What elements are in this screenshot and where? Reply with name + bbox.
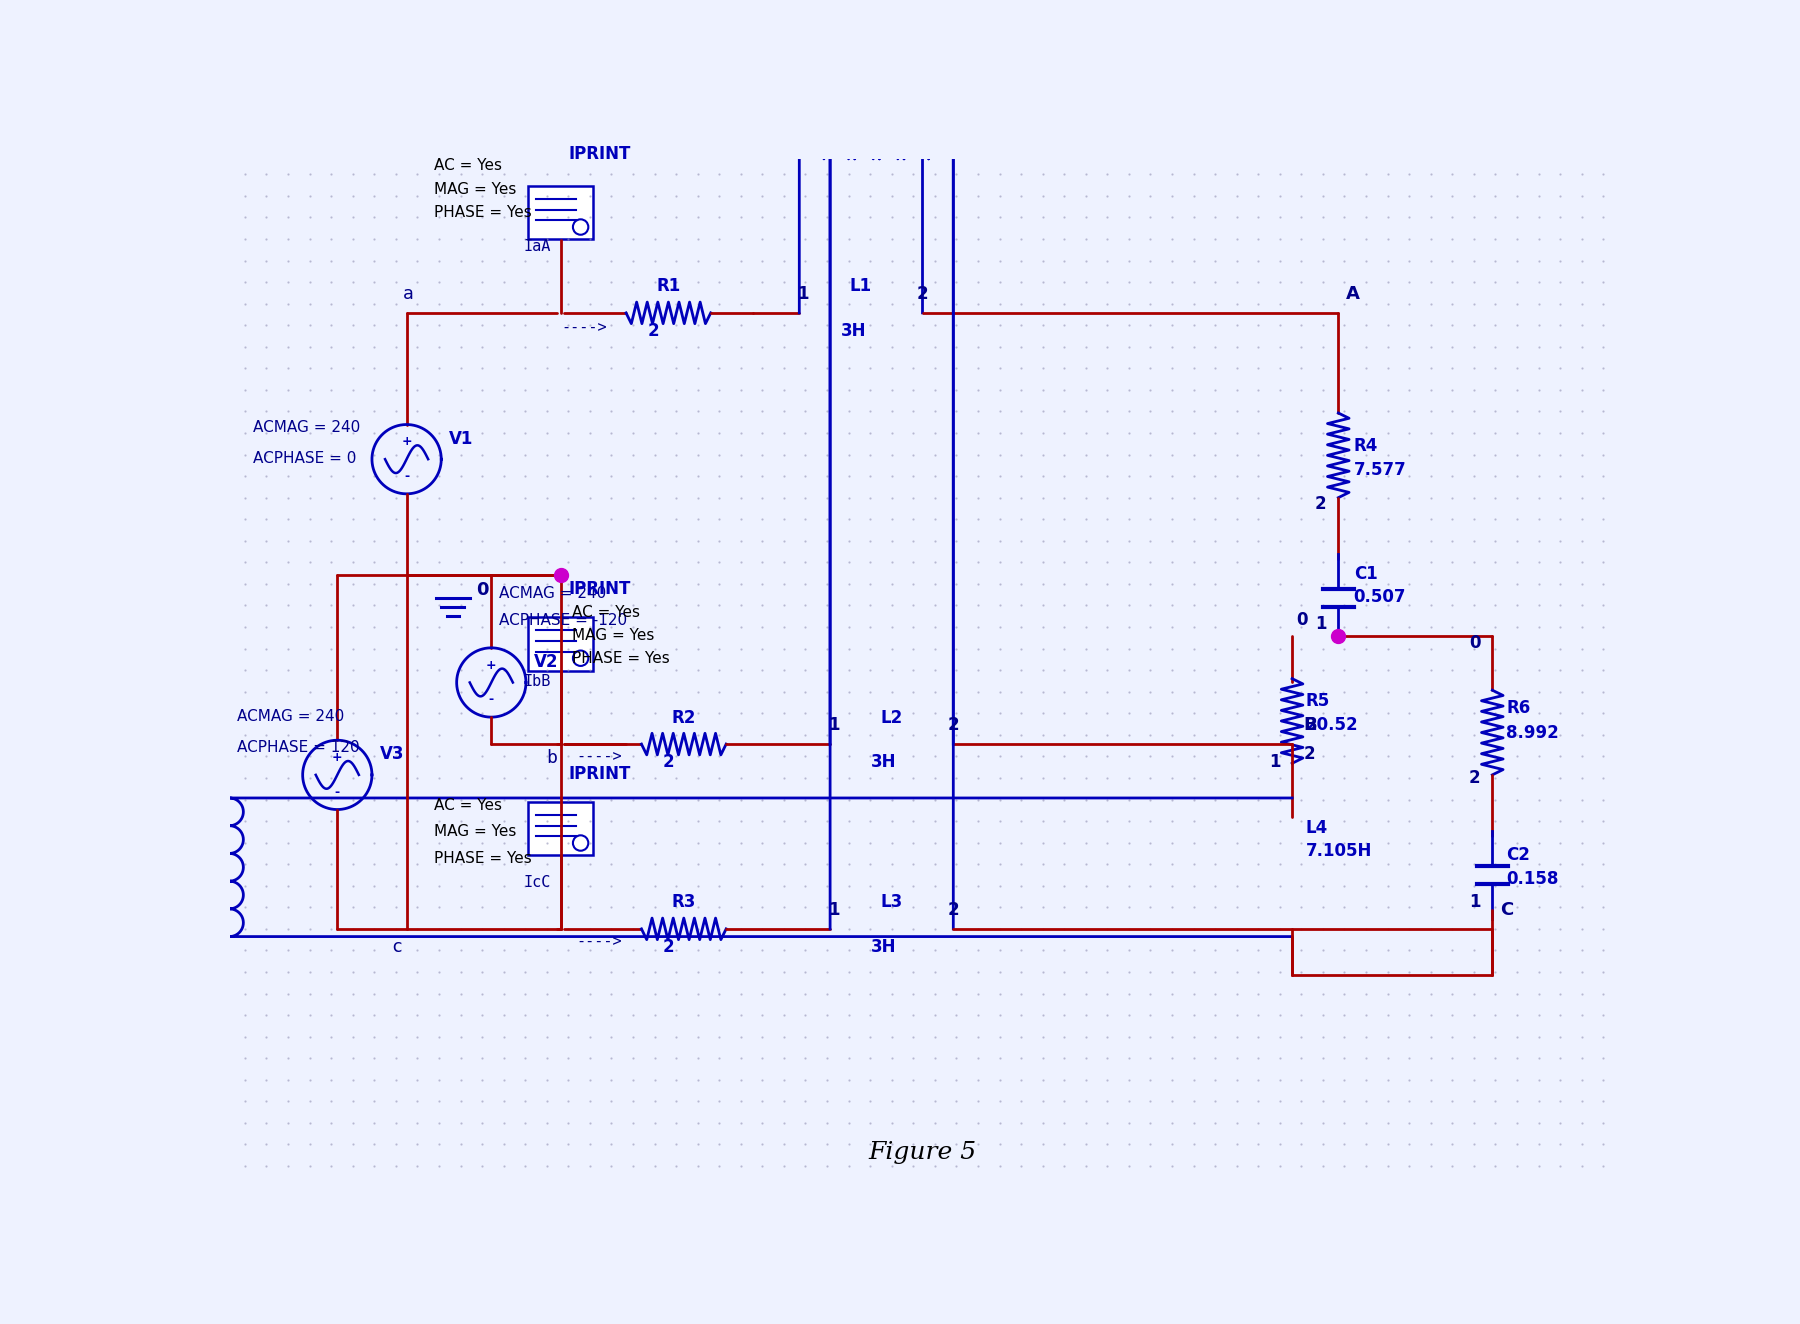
Text: ACPHASE = -120: ACPHASE = -120 [499,613,626,628]
Text: 1: 1 [1269,753,1280,771]
Text: 2: 2 [662,937,675,956]
Text: C: C [1499,902,1514,919]
Text: V2: V2 [533,653,558,671]
Text: 1: 1 [828,716,839,735]
Text: IPRINT: IPRINT [569,765,630,782]
Text: V1: V1 [448,430,473,448]
Text: 2: 2 [648,322,659,340]
Text: PHASE = Yes: PHASE = Yes [572,651,670,666]
Text: V3: V3 [380,745,405,764]
Text: 2: 2 [947,902,959,919]
Text: 2: 2 [916,285,929,303]
Text: Figure 5: Figure 5 [868,1141,977,1164]
Text: 2: 2 [662,753,675,771]
Text: B: B [1303,716,1318,735]
Text: R2: R2 [671,708,697,727]
Text: 1: 1 [828,902,839,919]
Text: 7.105H: 7.105H [1307,842,1372,859]
Text: R4: R4 [1354,437,1379,455]
Text: R1: R1 [657,277,680,295]
Text: AC = Yes: AC = Yes [572,605,641,620]
FancyBboxPatch shape [527,802,592,855]
Text: ---->: ----> [576,933,623,949]
Text: IPRINT: IPRINT [569,580,630,598]
Text: IcC: IcC [524,875,551,890]
Text: IbB: IbB [524,674,551,690]
Text: a: a [403,285,414,303]
FancyBboxPatch shape [527,617,592,670]
Text: -: - [403,470,409,483]
Text: PHASE = Yes: PHASE = Yes [434,205,531,220]
Text: IPRINT: IPRINT [569,144,630,163]
Text: C1: C1 [1354,564,1377,583]
Text: 2: 2 [1316,495,1327,514]
Text: 3H: 3H [871,937,896,956]
Text: 1: 1 [1469,894,1481,911]
Text: 0: 0 [475,581,488,598]
Text: 1: 1 [797,285,808,303]
Text: ---->: ----> [576,749,623,764]
Text: 0: 0 [1296,610,1307,629]
Text: +: + [486,658,497,671]
FancyBboxPatch shape [527,187,592,240]
Text: 2: 2 [1469,768,1481,786]
Text: L4: L4 [1307,818,1328,837]
Text: ACMAG = 240: ACMAG = 240 [252,420,360,436]
Text: C2: C2 [1507,846,1530,863]
Text: MAG = Yes: MAG = Yes [434,181,517,196]
Text: ACMAG = 240: ACMAG = 240 [499,585,607,601]
Text: MAG = Yes: MAG = Yes [434,825,517,839]
Text: R3: R3 [671,894,697,911]
Text: AC = Yes: AC = Yes [434,797,502,813]
Text: 2: 2 [947,716,959,735]
Text: 20.52: 20.52 [1307,716,1359,735]
Text: -: - [335,785,340,798]
Text: L3: L3 [880,894,904,911]
Text: R6: R6 [1507,699,1530,718]
Text: 0.507: 0.507 [1354,588,1406,605]
Text: 7.577: 7.577 [1354,461,1406,478]
Text: +: + [331,751,342,764]
Text: 0.158: 0.158 [1507,870,1559,888]
Text: 2: 2 [1303,745,1316,764]
Text: PHASE = Yes: PHASE = Yes [434,851,531,866]
Text: 0: 0 [1469,634,1481,651]
Text: c: c [391,937,401,956]
Text: 3H: 3H [871,753,896,771]
Text: +: + [401,436,412,449]
Text: 3H: 3H [841,322,866,340]
Text: 1: 1 [1316,614,1327,633]
Text: -: - [490,694,493,706]
Text: L2: L2 [880,708,904,727]
Text: ACMAG = 240: ACMAG = 240 [238,708,344,724]
Text: 8.992: 8.992 [1507,724,1559,741]
Text: ---->: ----> [562,320,607,335]
Text: b: b [545,749,556,768]
Text: L1: L1 [850,277,871,295]
Text: R5: R5 [1307,691,1330,710]
Text: A: A [1346,285,1359,303]
Text: AC = Yes: AC = Yes [434,159,502,173]
Text: ACPHASE = 120: ACPHASE = 120 [238,740,360,755]
Text: IaA: IaA [524,240,551,254]
Text: MAG = Yes: MAG = Yes [572,628,655,643]
Text: ACPHASE = 0: ACPHASE = 0 [252,451,356,466]
